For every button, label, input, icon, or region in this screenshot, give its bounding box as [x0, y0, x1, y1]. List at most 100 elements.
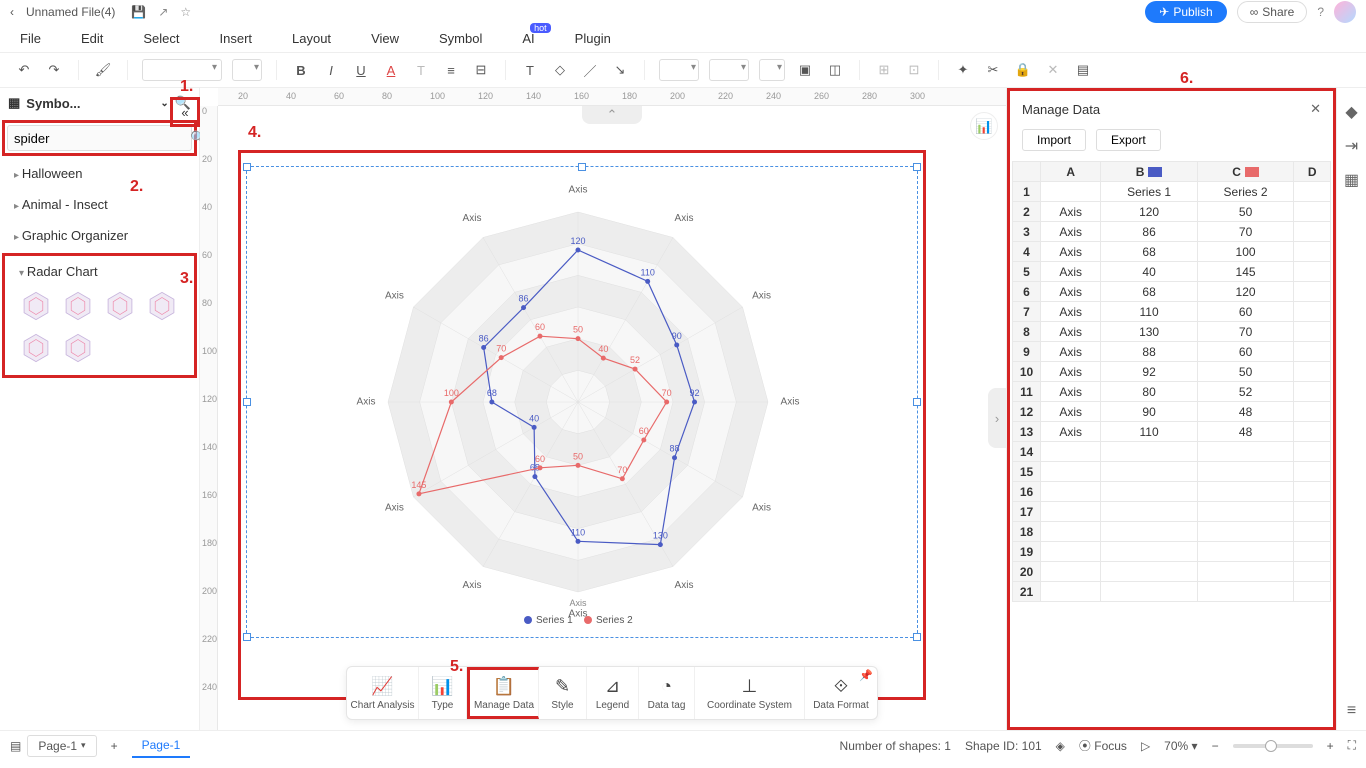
star-icon[interactable]: ☆ — [180, 5, 191, 19]
menu-layout[interactable]: Layout — [292, 31, 331, 46]
line-color-icon[interactable]: ／ — [580, 60, 600, 80]
svg-text:Axis: Axis — [752, 291, 771, 302]
radar-section-highlight: Radar Chart — [2, 253, 197, 378]
open-icon[interactable]: ↗ — [158, 5, 168, 19]
wrench-icon[interactable]: ✕ — [1043, 60, 1063, 80]
zoom-value[interactable]: 70% ▾ — [1164, 739, 1197, 753]
radar-thumb[interactable] — [61, 331, 95, 365]
bold-icon[interactable]: B — [291, 60, 311, 80]
line-style-select[interactable] — [659, 59, 699, 81]
resize-handle[interactable] — [913, 633, 921, 641]
radar-thumb[interactable] — [19, 289, 53, 323]
menu-insert[interactable]: Insert — [220, 31, 253, 46]
group-icon[interactable]: ▣ — [795, 60, 815, 80]
arrow-style-select[interactable] — [709, 59, 749, 81]
page-select[interactable]: Page-1 ▾ — [27, 735, 96, 757]
menu-plugin[interactable]: Plugin — [575, 31, 611, 46]
distribute-icon[interactable]: ⊡ — [904, 60, 924, 80]
cat-organizer[interactable]: Graphic Organizer — [0, 220, 199, 251]
underline-icon[interactable]: U — [351, 60, 371, 80]
side-tools: ◆ ⇥ ▦ ≡ — [1336, 88, 1366, 730]
align-tools-icon[interactable]: ⊞ — [874, 60, 894, 80]
pin-icon[interactable]: 📌 — [859, 669, 873, 682]
zoom-in-icon[interactable]: + — [1327, 739, 1334, 753]
share-button[interactable]: ∞ Share — [1237, 1, 1308, 23]
avatar[interactable] — [1334, 1, 1356, 23]
chart-type-button[interactable]: 📊Type — [419, 667, 467, 719]
search-input[interactable] — [14, 131, 190, 146]
cat-radar[interactable]: Radar Chart — [9, 260, 190, 283]
page-tab[interactable]: Page-1 — [132, 734, 191, 758]
chart-style-button[interactable]: ✎Style — [539, 667, 587, 719]
focus-button[interactable]: ⦿ Focus — [1079, 737, 1127, 754]
collapse-sidebar-icon[interactable]: « — [181, 105, 188, 120]
menu-view[interactable]: View — [371, 31, 399, 46]
zoom-out-icon[interactable]: − — [1212, 739, 1219, 753]
align-left-icon[interactable]: ≡ — [441, 60, 461, 80]
fill-icon[interactable]: ◇ — [550, 60, 570, 80]
resize-handle[interactable] — [243, 633, 251, 641]
export-button[interactable]: Export — [1096, 129, 1161, 151]
radar-chart[interactable]: AxisAxisAxisAxisAxisAxisAxisAxisAxisAxis… — [258, 174, 898, 644]
layers-toggle-icon[interactable]: ◈ — [1056, 739, 1065, 753]
menu-file[interactable]: File — [20, 31, 41, 46]
publish-button[interactable]: ✈ Publish — [1145, 1, 1226, 23]
fontcolor-icon[interactable]: A — [381, 60, 401, 80]
lock-icon[interactable]: 🔒 — [1013, 60, 1033, 80]
canvas[interactable]: ⌃ › 📊 AxisAxisAxisAxisAxisAxisAxisAxisAx… — [218, 106, 1006, 730]
zoom-slider[interactable] — [1233, 744, 1313, 748]
ungroup-icon[interactable]: ◫ — [825, 60, 845, 80]
undo-icon[interactable]: ↶ — [14, 60, 34, 80]
grid-icon[interactable]: ▦ — [1344, 170, 1359, 190]
menu-symbol[interactable]: Symbol — [439, 31, 482, 46]
collapse-right-icon[interactable]: ≡ — [1347, 702, 1356, 720]
back-icon[interactable]: ‹ — [10, 5, 14, 19]
chart-coord-button[interactable]: ⊥Coordinate System — [695, 667, 805, 719]
theme-icon[interactable]: ◆ — [1345, 102, 1357, 122]
radar-thumb[interactable] — [19, 331, 53, 365]
fontsize-select[interactable] — [232, 59, 262, 81]
chart-datatag-button[interactable]: ◔Data tag — [639, 667, 695, 719]
chevron-down-icon[interactable]: ⌄ — [160, 98, 168, 109]
menu-ai[interactable]: AIhot — [522, 31, 534, 46]
menu-select[interactable]: Select — [143, 31, 179, 46]
close-icon[interactable]: ✕ — [1310, 101, 1321, 117]
import-button[interactable]: Import — [1022, 129, 1086, 151]
expand-right-icon[interactable]: › — [988, 388, 1006, 448]
save-icon[interactable]: 💾 — [131, 5, 146, 19]
fullscreen-icon[interactable]: ⛶ — [1348, 738, 1356, 753]
resize-handle[interactable] — [578, 163, 586, 171]
chart-legend-button[interactable]: ⊿Legend — [587, 667, 639, 719]
cat-insect[interactable]: Animal - Insect — [0, 189, 199, 220]
font-select[interactable] — [142, 59, 222, 81]
radar-thumb[interactable] — [61, 289, 95, 323]
resize-handle[interactable] — [913, 163, 921, 171]
magic-icon[interactable]: ✦ — [953, 60, 973, 80]
export-panel-icon[interactable]: ⇥ — [1345, 136, 1358, 156]
resize-handle[interactable] — [243, 163, 251, 171]
layers-icon[interactable]: ▤ — [1073, 60, 1093, 80]
manage-data-button[interactable]: 📋Manage Data — [467, 667, 539, 719]
data-table[interactable]: ABCD1Series 1Series 22Axis120503Axis8670… — [1012, 161, 1331, 725]
line-weight-select[interactable] — [759, 59, 785, 81]
add-page-icon[interactable]: + — [103, 739, 126, 753]
radar-thumb[interactable] — [145, 289, 179, 323]
resize-handle[interactable] — [913, 398, 921, 406]
radar-thumb[interactable] — [103, 289, 137, 323]
pages-icon[interactable]: ▤ — [10, 739, 21, 753]
menu-edit[interactable]: Edit — [81, 31, 103, 46]
chart-analysis-button[interactable]: 📈Chart Analysis — [347, 667, 419, 719]
textbox-icon[interactable]: T — [411, 60, 431, 80]
help-icon[interactable]: ? — [1317, 5, 1324, 19]
redo-icon[interactable]: ↷ — [44, 60, 64, 80]
play-icon[interactable]: ▷ — [1141, 739, 1150, 753]
align-v-icon[interactable]: ⊟ — [471, 60, 491, 80]
connector-icon[interactable]: ↘ — [610, 60, 630, 80]
italic-icon[interactable]: I — [321, 60, 341, 80]
expand-up-icon[interactable]: ⌃ — [582, 106, 642, 124]
resize-handle[interactable] — [243, 398, 251, 406]
crop-icon[interactable]: ✂ — [983, 60, 1003, 80]
text-tool-icon[interactable]: T — [520, 60, 540, 80]
format-painter-icon[interactable]: 🖌 — [93, 60, 113, 80]
cat-halloween[interactable]: Halloween — [0, 158, 199, 189]
